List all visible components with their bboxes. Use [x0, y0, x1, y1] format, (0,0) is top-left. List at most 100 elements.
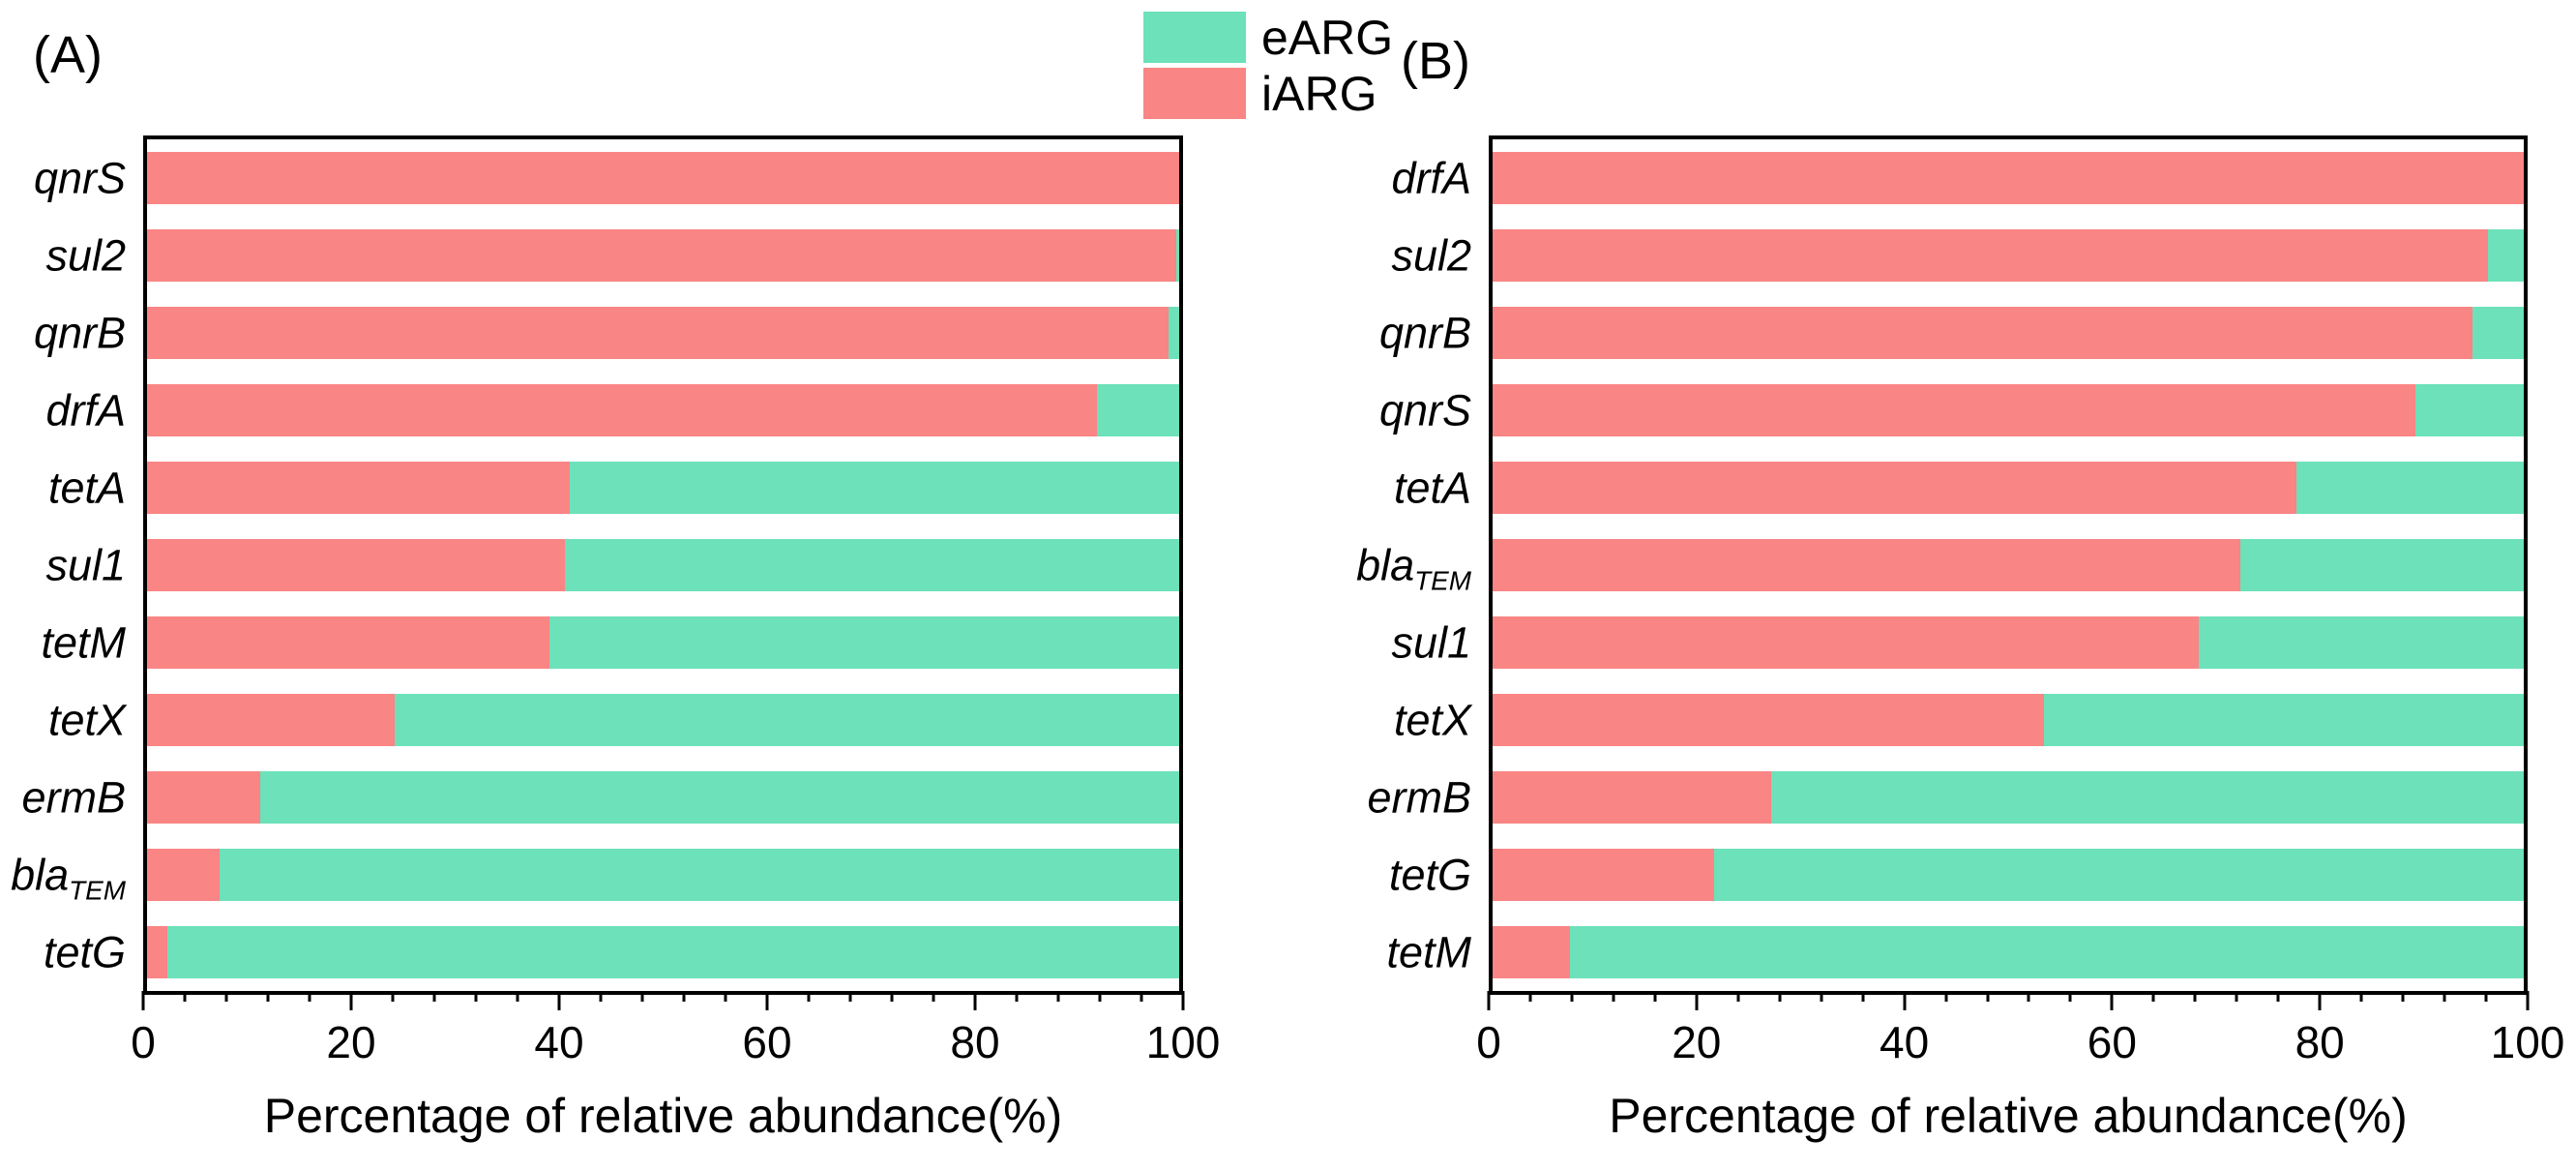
- bar-segment-earg: [1714, 849, 2524, 901]
- bar-segment-earg: [1569, 926, 2524, 978]
- axis-tick-minor: [516, 991, 519, 1002]
- axis-tick-minor: [2151, 991, 2155, 1002]
- axis-title: Percentage of relative abundance(%): [1609, 1089, 2408, 1143]
- bar-segment-iarg: [147, 694, 396, 746]
- axis-tick-minor: [1612, 991, 1615, 1002]
- axis-tick-minor: [183, 991, 187, 1002]
- axis-tick-minor: [308, 991, 311, 1002]
- bar-segment-earg: [1770, 771, 2524, 824]
- gene-label: tetG: [43, 927, 126, 977]
- axis-tick-minor: [724, 991, 727, 1002]
- axis-tick-major: [557, 991, 561, 1010]
- bar-segment-earg: [219, 849, 1179, 901]
- axis-tick-label: 20: [1672, 1017, 1722, 1067]
- axis-tick-major: [765, 991, 769, 1010]
- axis-tick-minor: [848, 991, 852, 1002]
- legend-item-earg: eARG: [1143, 12, 1393, 63]
- gene-label: blaTEM: [11, 850, 126, 906]
- axis-tick-minor: [1056, 991, 1060, 1002]
- bar-segment-earg: [2239, 539, 2524, 591]
- axis-tick-minor: [1098, 991, 1102, 1002]
- bar-segment-iarg: [147, 539, 566, 591]
- gene-label: sul1: [1391, 617, 1471, 668]
- bar-row: sul2: [1391, 217, 2524, 294]
- bar-row: tetA: [48, 449, 1179, 526]
- gene-label: qnrS: [33, 153, 126, 203]
- bar-segment-earg: [1096, 384, 1179, 436]
- axis-tick-minor: [2193, 991, 2197, 1002]
- bar-segment-earg: [2487, 229, 2524, 282]
- axis-tick-label: 20: [326, 1017, 376, 1067]
- axis-tick-major: [2110, 991, 2114, 1010]
- axis-tick-major: [2318, 991, 2322, 1010]
- stacked-bar: [1493, 849, 2524, 901]
- stacked-bar: [1493, 539, 2524, 591]
- axis-tick-minor: [391, 991, 395, 1002]
- axis-tick-minor: [2027, 991, 2030, 1002]
- axis-tick-minor: [2401, 991, 2405, 1002]
- axis-tick-minor: [1528, 991, 1532, 1002]
- bar-segment-earg: [2199, 616, 2524, 669]
- bar-segment-iarg: [1493, 539, 2240, 591]
- bar-segment-iarg: [147, 926, 168, 978]
- bar-row: tetA: [1394, 449, 2524, 526]
- axis-tick-label: 0: [131, 1017, 156, 1067]
- bar-segment-iarg: [1493, 229, 2488, 282]
- panel-label-b: (B): [1401, 32, 1470, 90]
- bar-segment-iarg: [1493, 462, 2297, 514]
- axis-tick-minor: [932, 991, 935, 1002]
- stacked-bar: [147, 694, 1179, 746]
- axis-tick-major: [1695, 991, 1699, 1010]
- axis-tick-major: [973, 991, 977, 1010]
- axis-tick-label: 80: [950, 1017, 1000, 1067]
- bar-segment-earg: [167, 926, 1179, 978]
- axis-tick-major: [2526, 991, 2530, 1010]
- bar-row: blaTEM: [11, 836, 1179, 914]
- stacked-bar: [1493, 384, 2524, 436]
- gene-label: ermB: [21, 772, 126, 823]
- axis-tick-label: 40: [534, 1017, 584, 1067]
- stacked-bar: [147, 771, 1179, 824]
- axis-tick-major: [141, 991, 145, 1010]
- bar-row: tetM: [41, 604, 1179, 681]
- bar-row: sul1: [1391, 604, 2524, 681]
- axis-tick-major: [1181, 991, 1185, 1010]
- plot-panel-b: drfA sul2 qnrB qnrS tetA blaTEM sul1 tetX ermB te…: [1356, 135, 2564, 1140]
- stacked-bar: [147, 539, 1179, 591]
- axis-tick-minor: [640, 991, 644, 1002]
- gene-label: sul2: [1391, 230, 1471, 281]
- axis-tick-label: 0: [1476, 1017, 1501, 1067]
- axis-tick-minor: [1736, 991, 1740, 1002]
- gene-label: drfA: [45, 385, 126, 435]
- bar-row: qnrB: [34, 294, 1179, 372]
- stacked-bar: [1493, 229, 2524, 282]
- bar-segment-earg: [549, 616, 1179, 669]
- gene-label: qnrB: [1378, 308, 1471, 358]
- axis-tick-minor: [682, 991, 686, 1002]
- bar-segment-iarg: [1493, 307, 2472, 359]
- axis-tick-minor: [432, 991, 436, 1002]
- axis-tick-minor: [1653, 991, 1657, 1002]
- gene-label: tetA: [47, 463, 126, 513]
- bar-segment-earg: [2044, 694, 2524, 746]
- bar-segment-iarg: [147, 849, 220, 901]
- stacked-bar: [1493, 926, 2524, 978]
- gene-label: tetG: [1388, 850, 1471, 900]
- bar-segment-iarg: [147, 229, 1176, 282]
- bar-row: qnrS: [1379, 372, 2524, 449]
- bar-segment-earg: [565, 539, 1179, 591]
- stacked-bar: [1493, 307, 2524, 359]
- legend-label-iarg: iARG: [1261, 66, 1377, 121]
- gene-label: sul2: [45, 230, 126, 281]
- bar-segment-iarg: [1493, 616, 2200, 669]
- stacked-bar: [147, 384, 1179, 436]
- axis-tick-minor: [474, 991, 478, 1002]
- axis-tick-minor: [1778, 991, 1782, 1002]
- bar-row: ermB: [1367, 759, 2524, 836]
- bar-row: drfA: [45, 372, 1179, 449]
- stacked-bar: [1493, 694, 2524, 746]
- gene-label: tetX: [47, 695, 126, 745]
- bar-row: qnrB: [1379, 294, 2524, 372]
- bar-segment-iarg: [147, 307, 1170, 359]
- x-axis: 0 20 40 60 80 100 Percentage of relative abund…: [131, 991, 1220, 1165]
